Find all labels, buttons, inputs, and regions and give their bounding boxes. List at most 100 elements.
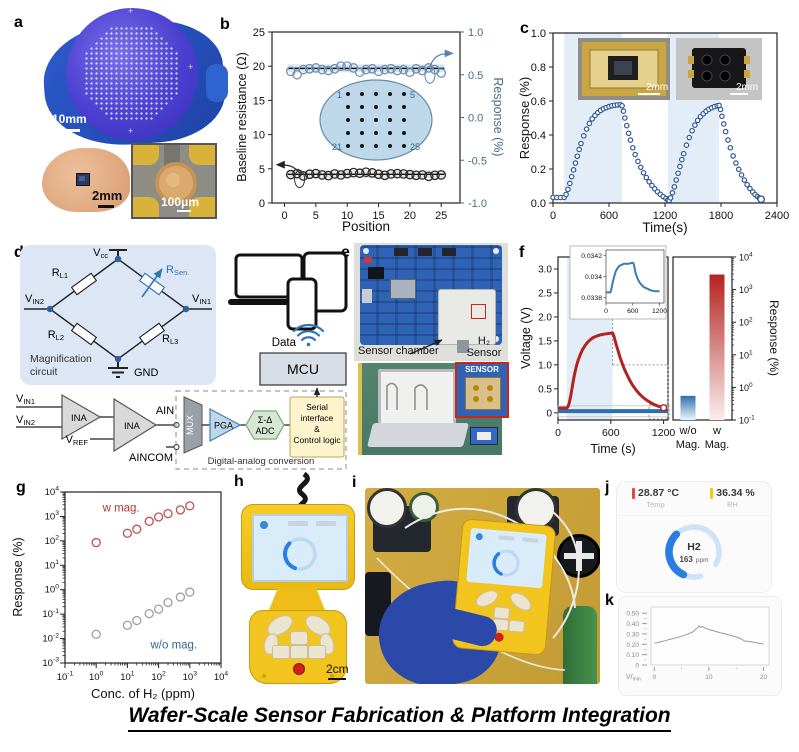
svg-text:102: 102 bbox=[151, 671, 166, 683]
device-in-hand bbox=[451, 518, 557, 656]
keypad-left-button[interactable] bbox=[272, 645, 290, 659]
svg-text:0.2: 0.2 bbox=[531, 164, 546, 176]
adc-label-line1: Σ-Δ bbox=[258, 415, 273, 425]
response-curves-on-screen bbox=[386, 382, 428, 410]
panel-label-k: k bbox=[605, 592, 614, 609]
figure-title: Wafer-Scale Sensor Fabrication & Platfor… bbox=[128, 704, 671, 732]
panel-label-a: a bbox=[14, 14, 23, 31]
svg-text:101: 101 bbox=[45, 559, 60, 571]
wafer: + + + bbox=[66, 6, 198, 140]
h2-sensor-caption-line1: H₂ bbox=[477, 335, 491, 347]
chamber-highlight-box bbox=[471, 304, 486, 319]
serial-line2: interface bbox=[301, 413, 334, 423]
svg-text:104: 104 bbox=[214, 671, 229, 683]
svg-text:0.30: 0.30 bbox=[626, 631, 639, 638]
svg-text:0.40: 0.40 bbox=[626, 621, 639, 628]
svg-text:2.0: 2.0 bbox=[538, 312, 552, 323]
sensor-inset-photo: SENSOR bbox=[455, 362, 509, 418]
svg-text:1800: 1800 bbox=[709, 210, 733, 222]
gold-pad bbox=[133, 145, 159, 165]
axes: 0 5 10 15 20 250510152025-1.0-0.50.00.51.0Bas… bbox=[235, 27, 505, 234]
device-neck bbox=[269, 588, 325, 610]
chamber-arrow bbox=[409, 339, 443, 355]
chip-scale-bar bbox=[98, 205, 114, 208]
svg-text:10: 10 bbox=[341, 210, 353, 222]
panel-label-f: f bbox=[519, 244, 525, 261]
svg-text:10-1: 10-1 bbox=[42, 608, 59, 620]
series-womag: w/o mag. bbox=[91, 587, 197, 651]
svg-text:5: 5 bbox=[313, 210, 319, 222]
gold-bump bbox=[487, 396, 493, 402]
svg-text:Mag.: Mag. bbox=[705, 439, 729, 451]
svg-text:100: 100 bbox=[45, 583, 60, 595]
dip-switch bbox=[418, 248, 432, 256]
env-stats-row: 28.87 °C Temp 36.34 % RH bbox=[617, 482, 771, 516]
aincom-label: AINCOM bbox=[129, 452, 173, 464]
valve-cross bbox=[564, 553, 594, 559]
svg-text:0.0338: 0.0338 bbox=[581, 295, 602, 302]
adc-label-line2: ADC bbox=[255, 426, 275, 436]
power-button[interactable] bbox=[293, 663, 305, 675]
panel-label-d: d bbox=[14, 244, 24, 261]
screen-dot bbox=[475, 533, 483, 541]
vin1-label: VIN1 bbox=[192, 293, 211, 306]
h2-sensor-part bbox=[457, 340, 469, 353]
temp-value: 28.87 °C bbox=[638, 487, 679, 499]
panel-label-g: g bbox=[16, 479, 26, 496]
wafer-mark-icon: + bbox=[128, 6, 134, 16]
gold-bump bbox=[473, 385, 479, 391]
resistor-rl2 bbox=[70, 322, 98, 346]
rh-value-row: 36.34 % bbox=[694, 487, 771, 499]
handheld-device-photo: 2cm bbox=[232, 471, 362, 692]
screen-dot bbox=[260, 521, 268, 529]
keypad-up-button[interactable] bbox=[290, 631, 308, 645]
sensor-inset-label: SENSOR bbox=[465, 365, 499, 374]
node-dot bbox=[46, 305, 54, 313]
temp-value-row: 28.87 °C bbox=[617, 487, 694, 499]
svg-text:Position: Position bbox=[342, 219, 390, 234]
keypad-right-button[interactable] bbox=[308, 645, 326, 659]
svg-text:Conc. of H₂ (ppm): Conc. of H₂ (ppm) bbox=[91, 686, 195, 701]
svg-text:10: 10 bbox=[705, 674, 713, 681]
screen-gauge-arc bbox=[492, 549, 520, 577]
rh-label: RH bbox=[727, 500, 738, 509]
svg-text:0.8: 0.8 bbox=[531, 62, 546, 74]
svg-text:104: 104 bbox=[45, 486, 60, 498]
svg-text:Mag.: Mag. bbox=[676, 439, 700, 451]
svg-text:15: 15 bbox=[253, 95, 265, 107]
zoom-inset: 0.0338 0.034 0.0342 0 600 1200 bbox=[569, 245, 667, 320]
micro-scale-bar bbox=[177, 210, 191, 212]
svg-text:-0.5: -0.5 bbox=[468, 155, 487, 167]
panel-k-chart: 0 0.10 0.20 0.30 0.40 0.50 0 10 20 V/min bbox=[626, 606, 770, 683]
h2-sensor-caption-line2: Sensor bbox=[466, 347, 502, 359]
svg-text:Time(s): Time(s) bbox=[642, 220, 687, 235]
screen-ui bbox=[475, 533, 539, 577]
field-test-photo bbox=[365, 488, 600, 684]
ina1-label: INA bbox=[71, 413, 88, 424]
svg-text:1.5: 1.5 bbox=[538, 336, 552, 347]
temp-label: Temp bbox=[646, 500, 665, 509]
svg-text:103: 103 bbox=[739, 284, 753, 295]
svg-text:0: 0 bbox=[555, 427, 561, 439]
panel-e-photos: Sensor chamber H₂ Sensor SENSOR bbox=[350, 241, 512, 473]
keypad-center-button[interactable] bbox=[290, 645, 308, 659]
ina2-label: INA bbox=[124, 421, 141, 432]
panel-label-i: i bbox=[352, 474, 357, 491]
axis-pointer-arrows bbox=[275, 49, 454, 189]
svg-text:2.5: 2.5 bbox=[538, 288, 552, 299]
panel-label-e: e bbox=[341, 244, 350, 261]
data-label: Data bbox=[272, 337, 297, 349]
panel-k-trend-card: 0 0.10 0.20 0.30 0.40 0.50 0 10 20 V/min bbox=[618, 596, 782, 696]
svg-text:Baseline resistance (Ω): Baseline resistance (Ω) bbox=[235, 52, 249, 182]
gold-pad bbox=[133, 197, 159, 217]
gauge-value-arc bbox=[665, 523, 723, 581]
ina1-amp bbox=[61, 393, 102, 441]
device-scale-bar bbox=[328, 678, 346, 680]
sensor-chip bbox=[76, 173, 90, 186]
svg-text:5: 5 bbox=[259, 164, 265, 176]
inset-curve bbox=[606, 261, 660, 294]
node-dot bbox=[114, 255, 122, 263]
bar-axis: 10-1 100 101 102 103 104 Response (%) w/o Mag. wM… bbox=[676, 252, 781, 452]
svg-text:-1.0: -1.0 bbox=[468, 198, 487, 210]
plot-frame bbox=[650, 606, 770, 666]
